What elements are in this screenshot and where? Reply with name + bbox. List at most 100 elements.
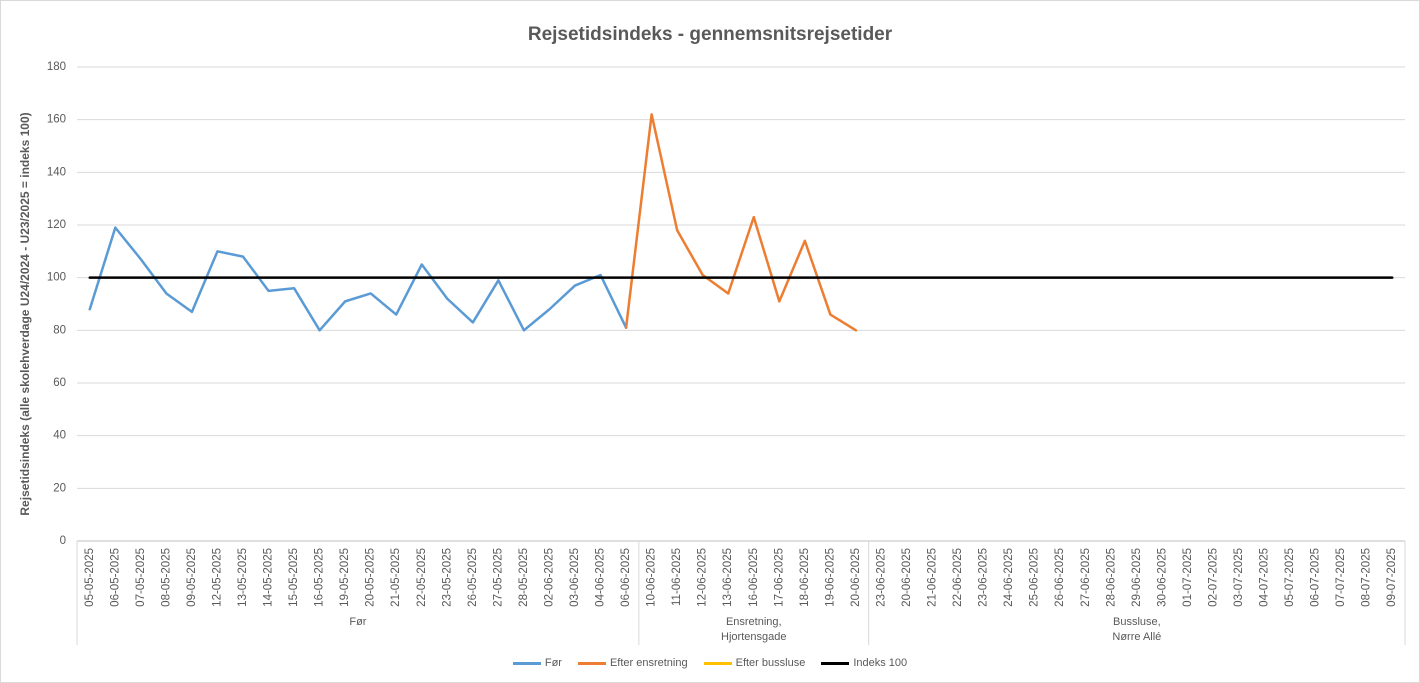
- legend-item-efter-ensretning: Efter ensretning: [577, 655, 688, 671]
- data-point-indeks-100: [1109, 276, 1113, 280]
- data-point-indeks-100: [1160, 276, 1164, 280]
- x-tick-label: 19-05-2025: [339, 548, 351, 607]
- data-point-indeks-100: [931, 276, 935, 280]
- y-tick-label: 60: [53, 377, 66, 389]
- chart-title: Rejsetidsindeks - gennemsnitsrejsetider: [528, 24, 893, 45]
- x-tick-label: 01-07-2025: [1182, 548, 1194, 607]
- x-tick-label: 09-05-2025: [186, 548, 198, 607]
- data-point-indeks-100: [215, 276, 219, 280]
- data-point-indeks-100: [879, 276, 883, 280]
- x-tick-label: 23-06-2025: [875, 548, 887, 607]
- data-point-for: [215, 249, 219, 253]
- data-point-for: [522, 328, 526, 332]
- data-point-indeks-100: [369, 276, 373, 280]
- data-point-indeks-100: [1084, 276, 1088, 280]
- x-tick-label: 21-05-2025: [390, 548, 402, 607]
- data-point-for: [318, 328, 322, 332]
- data-point-indeks-100: [1314, 276, 1318, 280]
- data-point-indeks-100: [1186, 276, 1190, 280]
- y-tick-label: 20: [53, 482, 66, 494]
- x-tick-label: 12-05-2025: [211, 548, 223, 607]
- x-tick-label: 13-06-2025: [722, 548, 734, 607]
- x-tick-label: 13-05-2025: [237, 548, 249, 607]
- data-point-indeks-100: [522, 276, 526, 280]
- data-point-for: [164, 291, 168, 295]
- data-point-efter-ensretning: [828, 313, 832, 317]
- data-point-efter-ensretning: [675, 228, 679, 232]
- data-point-indeks-100: [1033, 276, 1037, 280]
- legend-label-efter-ensretning: Efter ensretning: [609, 657, 688, 669]
- data-point-indeks-100: [803, 276, 807, 280]
- series-efter-ensretning: [624, 112, 858, 332]
- data-point-indeks-100: [599, 276, 603, 280]
- data-point-indeks-100: [1237, 276, 1241, 280]
- series-indeks-100: [88, 276, 1394, 280]
- data-point-for: [343, 299, 347, 303]
- y-tick-label: 100: [47, 272, 66, 284]
- data-point-for: [190, 310, 194, 314]
- x-tick-label: 10-06-2025: [646, 548, 658, 607]
- data-point-for: [369, 291, 373, 295]
- legend-label-efter-bussluse: Efter bussluse: [735, 657, 806, 669]
- x-tick-label: 06-07-2025: [1310, 548, 1322, 607]
- data-point-for: [267, 289, 271, 293]
- series-line-for: [88, 226, 628, 332]
- data-point-indeks-100: [1135, 276, 1139, 280]
- data-point-indeks-100: [1339, 276, 1343, 280]
- data-point-indeks-100: [1058, 276, 1062, 280]
- x-tick-label: 11-06-2025: [671, 548, 683, 606]
- legend-swatch-efter-bussluse: [703, 661, 732, 665]
- x-tick-label: 08-07-2025: [1361, 548, 1373, 607]
- legend-swatch-efter-ensretning: [577, 661, 606, 665]
- data-point-efter-ensretning: [752, 215, 756, 219]
- x-tick-label: 25-06-2025: [1029, 548, 1041, 607]
- y-tick-label: 180: [47, 61, 66, 73]
- x-tick-label: 20-06-2025: [850, 548, 862, 607]
- data-point-for: [292, 286, 296, 290]
- legend-item-efter-bussluse: Efter bussluse: [703, 655, 806, 671]
- y-tick-label: 0: [60, 535, 66, 547]
- category-group-label: Bussluse,: [1113, 616, 1161, 628]
- data-point-efter-ensretning: [803, 239, 807, 243]
- x-tick-label: 26-06-2025: [1054, 548, 1066, 607]
- y-tick-label: 140: [47, 166, 66, 178]
- data-point-for: [420, 263, 424, 267]
- data-point-indeks-100: [650, 276, 654, 280]
- data-point-for: [88, 307, 92, 311]
- data-point-indeks-100: [701, 276, 705, 280]
- data-point-indeks-100: [394, 276, 398, 280]
- x-tick-label: 06-06-2025: [620, 548, 632, 607]
- data-point-indeks-100: [854, 276, 858, 280]
- y-tick-label: 160: [47, 114, 66, 126]
- category-group-label: Før: [349, 616, 366, 628]
- y-tick-label: 40: [53, 430, 66, 442]
- x-tick-label: 27-05-2025: [492, 548, 504, 607]
- x-tick-label: 04-06-2025: [595, 548, 607, 607]
- data-point-efter-ensretning: [650, 112, 654, 116]
- data-point-indeks-100: [267, 276, 271, 280]
- data-point-efter-ensretning: [726, 291, 730, 295]
- data-point-for: [394, 313, 398, 317]
- data-point-for: [445, 297, 449, 301]
- data-point-indeks-100: [1365, 276, 1369, 280]
- x-tick-label: 03-07-2025: [1233, 548, 1245, 607]
- data-point-indeks-100: [752, 276, 756, 280]
- x-tick-label: 09-07-2025: [1386, 548, 1398, 607]
- data-point-indeks-100: [496, 276, 500, 280]
- data-point-indeks-100: [956, 276, 960, 280]
- y-axis: 0 20 40 60 80 100 120 140 160 180: [47, 61, 66, 547]
- x-tick-label: 14-05-2025: [263, 548, 275, 607]
- category-group-label: Hjortensgade: [721, 631, 786, 643]
- data-point-efter-ensretning: [624, 326, 628, 330]
- data-point-indeks-100: [726, 276, 730, 280]
- legend-label-indeks-100: Indeks 100: [853, 657, 908, 669]
- x-tick-label: 15-05-2025: [288, 548, 300, 607]
- data-point-indeks-100: [573, 276, 577, 280]
- data-point-for: [139, 257, 143, 261]
- x-tick-label: 07-05-2025: [135, 548, 147, 607]
- x-tick-label: 30-06-2025: [1156, 548, 1168, 607]
- data-point-indeks-100: [88, 276, 92, 280]
- x-tick-label: 24-06-2025: [1003, 548, 1015, 607]
- series-line-efter-ensretning: [624, 113, 858, 332]
